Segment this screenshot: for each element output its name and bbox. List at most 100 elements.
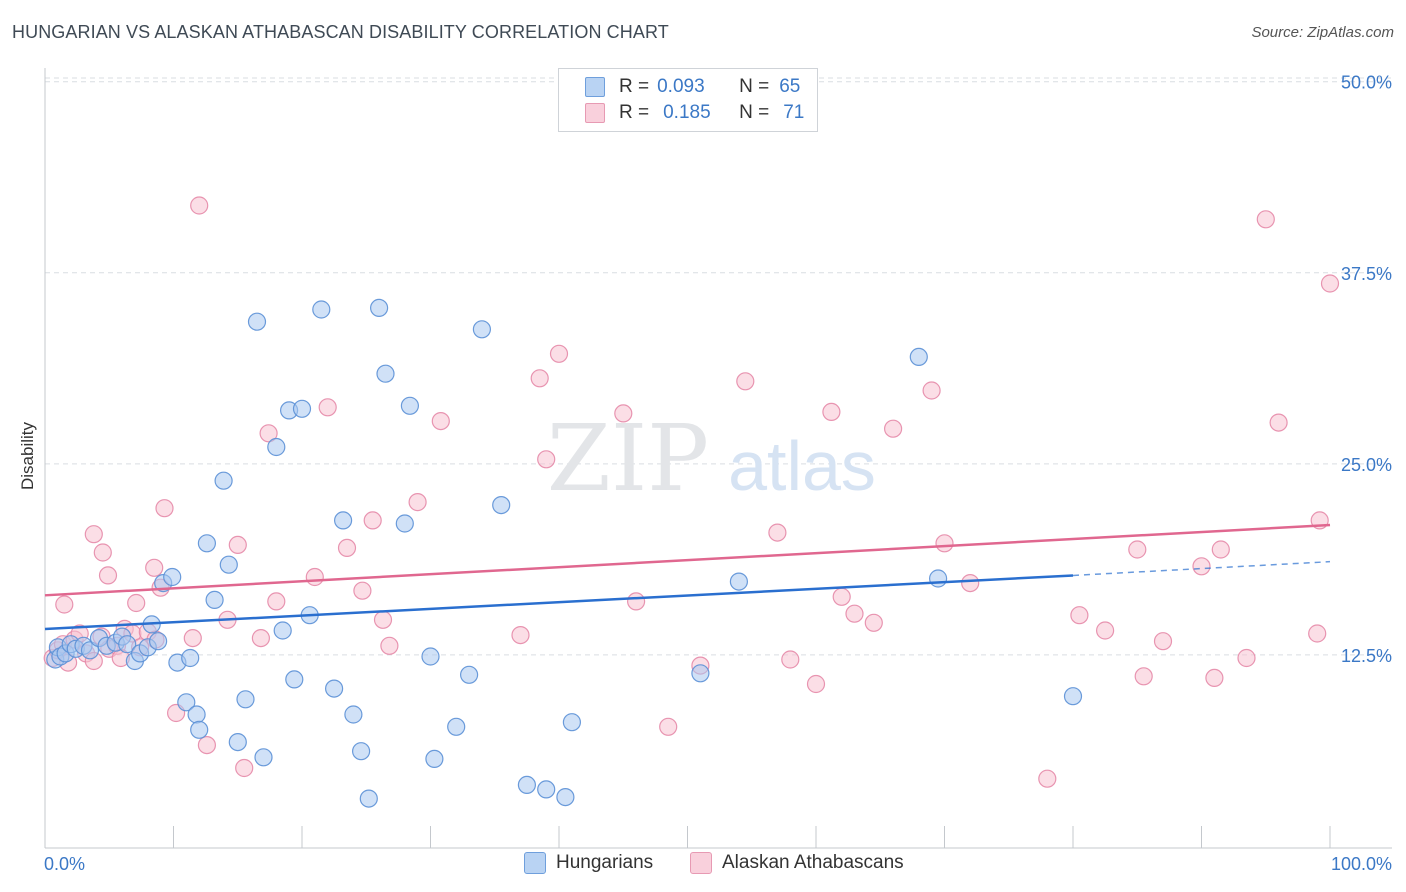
- point-alaskan: [251, 628, 270, 648]
- point-alaskan: [55, 595, 74, 614]
- point-hungarians: [334, 511, 353, 530]
- legend-n-label: N =: [739, 102, 770, 123]
- watermark-atlas: atlas: [728, 427, 876, 505]
- point-hungarians: [395, 514, 414, 533]
- point-hungarians: [425, 749, 444, 769]
- point-hungarians: [370, 298, 389, 317]
- point-alaskan: [961, 573, 980, 593]
- legend-r-label: R =: [619, 76, 650, 97]
- point-hungarians: [325, 679, 344, 698]
- point-alaskan: [922, 381, 941, 400]
- legend-swatch-hungarians: [585, 77, 605, 97]
- point-alaskan: [832, 587, 851, 606]
- point-alaskan: [305, 567, 324, 587]
- point-hungarians: [247, 312, 267, 331]
- point-alaskan: [431, 412, 450, 431]
- point-alaskan: [1192, 557, 1211, 576]
- point-alaskan: [1128, 540, 1147, 559]
- trend-extension-hungarians: [1072, 560, 1331, 577]
- point-hungarians: [376, 364, 395, 383]
- point-hungarians: [517, 775, 537, 795]
- legend-row-hungarians: R = 0.093 N = 65: [585, 75, 800, 99]
- point-alaskan: [1038, 769, 1057, 788]
- point-alaskan: [935, 534, 954, 553]
- x-tick-label: 0.0%: [44, 854, 85, 874]
- point-hungarians: [228, 732, 247, 752]
- point-hungarians: [556, 787, 575, 807]
- point-hungarians: [691, 664, 710, 683]
- point-hungarians: [190, 720, 209, 739]
- legend-row-alaskan: R = 0.185 N = 71: [585, 101, 804, 125]
- point-alaskan: [228, 535, 247, 555]
- point-alaskan: [530, 369, 549, 388]
- point-hungarians: [460, 665, 479, 684]
- point-hungarians: [492, 496, 511, 515]
- correlation-legend: R = 0.093 N = 65 R = 0.185 N = 71: [558, 68, 818, 132]
- point-alaskan: [768, 523, 787, 542]
- point-hungarians: [292, 399, 312, 418]
- trend-line-alaskan: [44, 523, 1331, 597]
- point-hungarians: [472, 320, 491, 339]
- point-alaskan: [190, 196, 209, 215]
- point-alaskan: [883, 419, 903, 438]
- point-hungarians: [254, 748, 273, 767]
- point-alaskan: [337, 538, 357, 558]
- point-alaskan: [537, 450, 556, 469]
- point-hungarians: [118, 635, 137, 654]
- legend-item-alaskan: Alaskan Athabascans: [690, 852, 904, 874]
- point-hungarians: [267, 437, 286, 457]
- grid-layer: [45, 77, 1392, 656]
- point-alaskan: [806, 674, 826, 694]
- point-hungarians: [205, 590, 224, 610]
- point-hungarians: [359, 789, 378, 808]
- point-alaskan: [1320, 274, 1340, 293]
- point-alaskan: [259, 424, 278, 443]
- legend-label-hungarians: Hungarians: [556, 852, 654, 873]
- point-alaskan: [380, 636, 399, 655]
- point-alaskan: [373, 610, 393, 629]
- point-hungarians: [447, 717, 466, 736]
- point-hungarians: [149, 632, 168, 651]
- point-hungarians: [344, 705, 363, 724]
- point-alaskan: [845, 604, 864, 623]
- y-tick-label: 12.5%: [1341, 646, 1392, 666]
- legend-n-value: 65: [779, 76, 801, 97]
- point-alaskan: [155, 499, 174, 518]
- point-alaskan: [145, 558, 164, 577]
- point-hungarians: [421, 647, 440, 666]
- point-alaskan: [353, 581, 372, 600]
- legend-label-alaskan: Alaskan Athabascans: [722, 852, 904, 873]
- point-alaskan: [267, 592, 286, 611]
- legend-n-value: 71: [783, 102, 805, 123]
- point-alaskan: [781, 650, 800, 669]
- legend-swatch-hungarians: [524, 852, 546, 874]
- legend-r-value: 0.185: [663, 102, 711, 123]
- point-alaskan: [1269, 413, 1288, 432]
- point-alaskan: [659, 717, 678, 736]
- point-alaskan: [197, 735, 216, 755]
- point-alaskan: [511, 625, 530, 645]
- legend-swatch-alaskan: [690, 852, 712, 874]
- point-alaskan: [127, 593, 146, 613]
- point-alaskan: [318, 398, 337, 417]
- legend-swatch-alaskan: [585, 103, 605, 123]
- trend-lines: [44, 523, 1331, 631]
- legend-r-value: 0.093: [657, 76, 705, 97]
- point-hungarians: [312, 300, 331, 319]
- legend-item-hungarians: Hungarians: [524, 852, 653, 874]
- point-alaskan: [549, 344, 569, 363]
- point-alaskan: [626, 592, 646, 611]
- x-tick-label: 100.0%: [1331, 854, 1392, 874]
- y-tick-label: 25.0%: [1341, 455, 1392, 475]
- point-alaskan: [1211, 540, 1230, 559]
- point-alaskan: [1237, 648, 1256, 668]
- point-hungarians: [1063, 687, 1083, 706]
- tick-labels: 12.5% 25.0% 37.5% 50.0% 0.0% 100.0%: [44, 73, 1392, 874]
- watermark: ZIP atlas: [547, 405, 876, 512]
- point-alaskan: [93, 543, 112, 562]
- point-hungarians: [400, 396, 419, 415]
- point-alaskan: [1153, 632, 1173, 651]
- point-alaskan: [864, 613, 883, 632]
- legend-n-label: N =: [739, 76, 770, 97]
